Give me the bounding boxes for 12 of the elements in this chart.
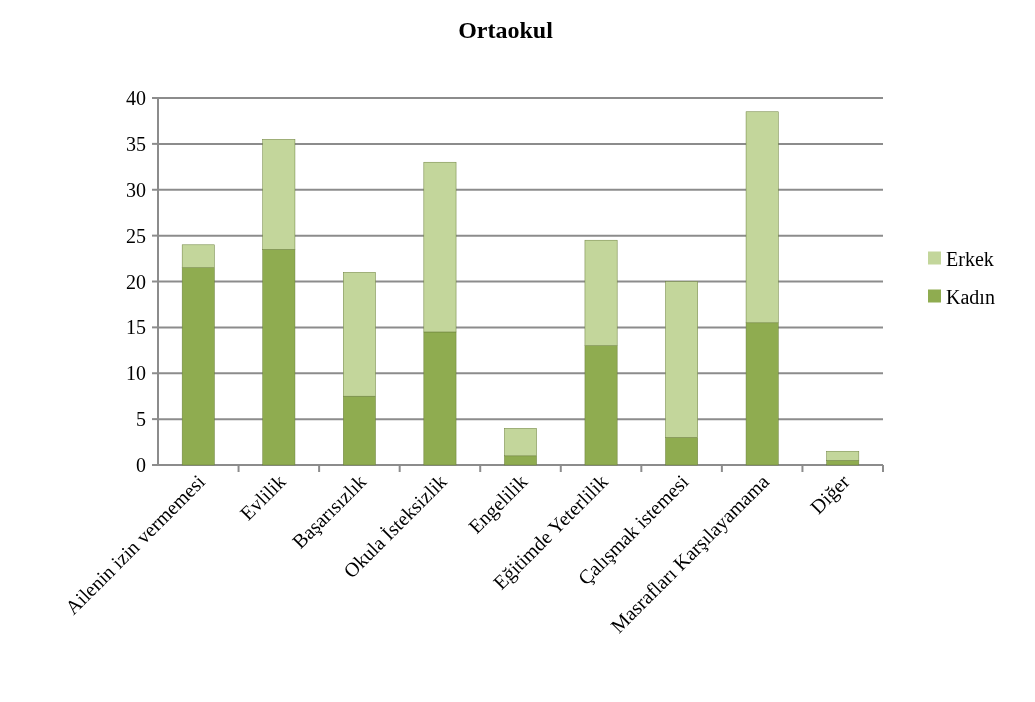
- y-tick-label: 15: [126, 316, 146, 339]
- y-tick-label: 35: [126, 132, 146, 155]
- chart-title: Ortaokul: [458, 17, 554, 43]
- y-tick-label: 30: [126, 178, 146, 201]
- y-tick-label: 5: [136, 408, 146, 431]
- y-tick-label: 25: [126, 224, 146, 247]
- y-tick-label: 20: [126, 270, 146, 293]
- legend-label: Kadın: [946, 285, 995, 308]
- y-tick-label: 40: [126, 87, 146, 109]
- legend-label: Erkek: [946, 247, 994, 270]
- y-tick-label: 0: [136, 454, 146, 476]
- y-tick-label: 10: [126, 362, 146, 385]
